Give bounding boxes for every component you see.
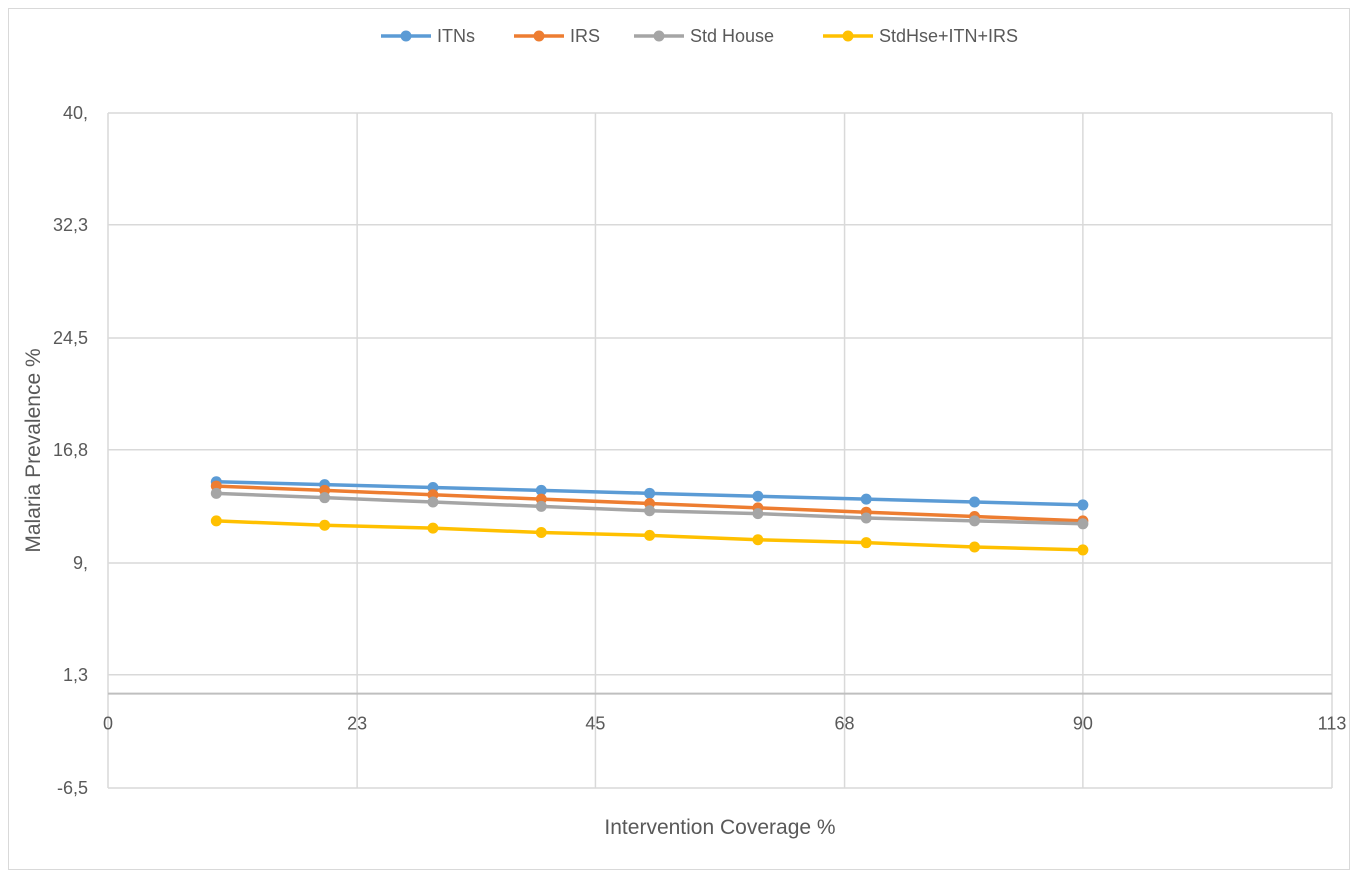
data-point — [427, 496, 439, 508]
data-point — [210, 487, 222, 499]
x-tick-label: 45 — [585, 714, 605, 734]
data-point — [752, 508, 764, 520]
data-point — [535, 484, 547, 496]
data-point — [860, 512, 872, 524]
y-tick-label: 1,3 — [63, 665, 88, 685]
data-point — [752, 490, 764, 502]
legend-item: IRS — [514, 26, 600, 46]
x-tick-label: 0 — [103, 714, 113, 734]
legend: ITNs IRS Std House StdHse+ITN+IRS — [381, 26, 1018, 46]
legend-marker — [653, 30, 665, 42]
legend-marker — [842, 30, 854, 42]
data-point — [427, 522, 439, 534]
x-tick-label: 23 — [347, 714, 367, 734]
x-tick-label: 68 — [835, 714, 855, 734]
series-std-house — [210, 487, 1089, 530]
x-axis-title: Intervention Coverage % — [604, 816, 835, 839]
series-stdhse-itn-irs — [210, 515, 1089, 556]
y-axis-title: Malaria Prevalence % — [22, 348, 45, 552]
legend-label: IRS — [570, 26, 600, 46]
data-point — [969, 496, 981, 508]
data-point — [1077, 544, 1089, 556]
data-point — [210, 515, 222, 527]
legend-marker — [533, 30, 545, 42]
data-point — [1077, 499, 1089, 511]
x-axis-tick-labels: 0 23 45 68 90 113 — [103, 714, 1346, 734]
data-point — [644, 529, 656, 541]
legend-marker — [400, 30, 412, 42]
legend-label: Std House — [690, 26, 774, 46]
y-tick-label: 32,3 — [53, 215, 88, 235]
data-point — [969, 541, 981, 553]
legend-item: ITNs — [381, 26, 475, 46]
legend-item: StdHse+ITN+IRS — [823, 26, 1018, 46]
grid-lines — [107, 112, 1333, 789]
data-point — [752, 534, 764, 546]
data-point — [644, 487, 656, 499]
legend-item: Std House — [634, 26, 774, 46]
data-point — [860, 493, 872, 505]
data-point — [1077, 518, 1089, 530]
data-point — [319, 492, 331, 504]
y-tick-label: 16,8 — [53, 440, 88, 460]
x-tick-label: 113 — [1318, 714, 1347, 734]
data-point — [860, 537, 872, 549]
y-axis-tick-labels: 40, 32,3 24,5 16,8 9, 1,3 -6,5 — [53, 103, 88, 798]
y-tick-label: 24,5 — [53, 328, 88, 348]
data-point — [969, 515, 981, 527]
chart-frame — [8, 8, 1350, 870]
data-point — [535, 527, 547, 539]
x-tick-label: 90 — [1073, 714, 1093, 734]
series-layer — [210, 476, 1089, 556]
legend-label: StdHse+ITN+IRS — [879, 26, 1018, 46]
data-point — [644, 505, 656, 517]
data-point — [319, 519, 331, 531]
y-tick-label: -6,5 — [57, 778, 88, 798]
y-tick-label: 9, — [73, 553, 88, 573]
legend-label: ITNs — [437, 26, 475, 46]
y-tick-label: 40, — [63, 103, 88, 123]
data-point — [535, 500, 547, 512]
series-itns — [210, 476, 1089, 511]
